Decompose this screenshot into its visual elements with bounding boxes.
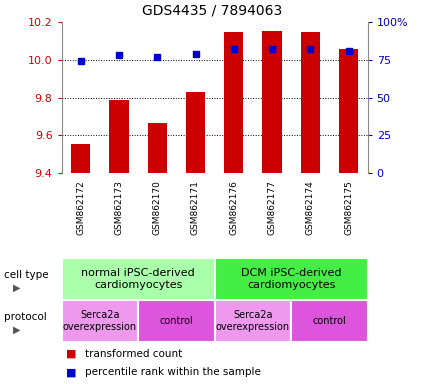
Bar <box>339 50 358 173</box>
Point <box>307 46 314 52</box>
Bar <box>62 258 215 300</box>
Text: cell type: cell type <box>4 270 49 280</box>
Text: Serca2a
overexpression: Serca2a overexpression <box>216 310 290 332</box>
Text: normal iPSC-derived
cardiomyocytes: normal iPSC-derived cardiomyocytes <box>81 268 195 290</box>
Text: GSM862171: GSM862171 <box>191 180 200 235</box>
Bar <box>300 32 320 173</box>
Text: GDS4435 / 7894063: GDS4435 / 7894063 <box>142 4 283 18</box>
Bar <box>109 100 128 173</box>
Text: GSM862172: GSM862172 <box>76 180 85 235</box>
Point <box>77 58 84 65</box>
Text: ▶: ▶ <box>13 324 20 334</box>
Bar <box>148 123 167 173</box>
Text: GSM862170: GSM862170 <box>153 180 162 235</box>
Bar <box>62 300 138 342</box>
Text: control: control <box>312 316 346 326</box>
Text: GSM862175: GSM862175 <box>344 180 353 235</box>
Text: ■: ■ <box>66 367 76 377</box>
Point <box>345 48 352 54</box>
Bar <box>291 300 368 342</box>
Point <box>154 54 161 60</box>
Bar <box>262 31 281 173</box>
Text: GSM862173: GSM862173 <box>114 180 124 235</box>
Point <box>116 52 122 58</box>
Bar <box>71 144 90 173</box>
Text: DCM iPSC-derived
cardiomyocytes: DCM iPSC-derived cardiomyocytes <box>241 268 341 290</box>
Bar <box>186 92 205 173</box>
Text: ■: ■ <box>66 349 76 359</box>
Bar <box>215 300 291 342</box>
Text: transformed count: transformed count <box>85 349 182 359</box>
Bar <box>215 258 368 300</box>
Text: GSM862177: GSM862177 <box>267 180 277 235</box>
Bar <box>224 32 243 173</box>
Text: control: control <box>159 316 193 326</box>
Text: protocol: protocol <box>4 312 47 322</box>
Point <box>230 46 237 52</box>
Text: ▶: ▶ <box>13 283 20 293</box>
Text: Serca2a
overexpression: Serca2a overexpression <box>63 310 137 332</box>
Text: percentile rank within the sample: percentile rank within the sample <box>85 367 261 377</box>
Text: GSM862174: GSM862174 <box>306 180 315 235</box>
Point <box>192 51 199 57</box>
Point <box>269 46 275 52</box>
Bar <box>138 300 215 342</box>
Text: GSM862176: GSM862176 <box>229 180 238 235</box>
